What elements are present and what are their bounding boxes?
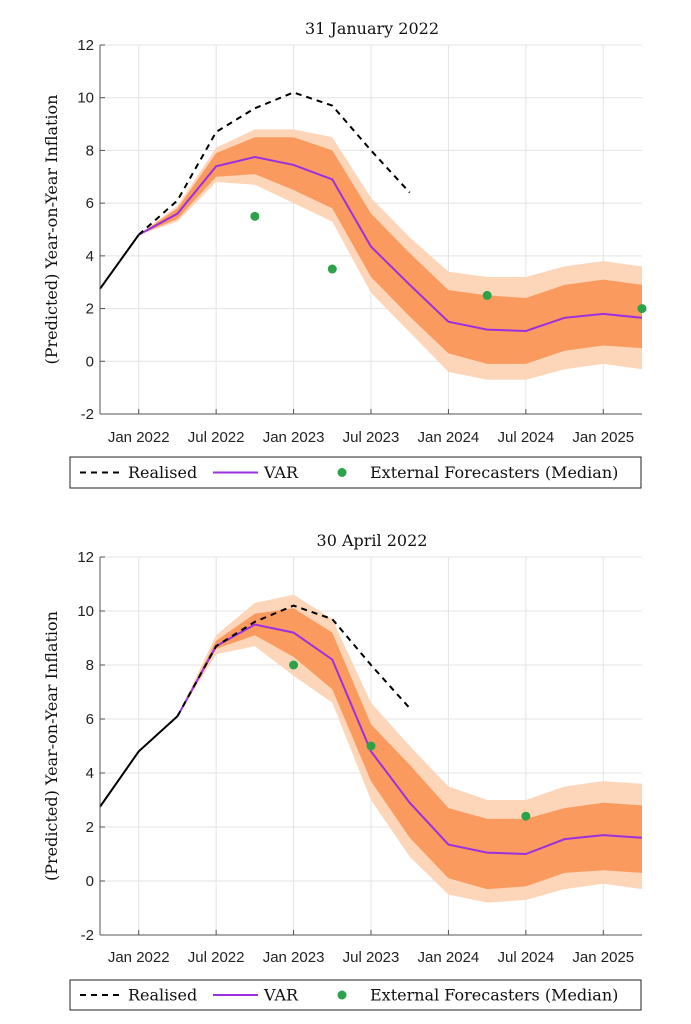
y-tick-label: 0: [86, 353, 94, 370]
y-tick-label: 12: [77, 37, 94, 54]
external-forecast-point: [250, 211, 260, 221]
y-axis-label: (Predicted) Year-on-Year Inflation: [42, 95, 61, 365]
realised-line-solid: [99, 715, 179, 808]
legend-box: [69, 979, 642, 1011]
legend: Realised VAR External Forecasters (Median): [69, 456, 642, 489]
legend-box: [69, 456, 642, 489]
x-tick-label: Jan 2024: [418, 949, 480, 966]
inner-confidence-band: [138, 137, 642, 364]
chart-title: 30 April 2022: [317, 531, 428, 550]
legend-external-label: External Forecasters (Median): [370, 986, 618, 1005]
legend: Realised VAR External Forecasters (Median): [69, 979, 642, 1011]
y-tick-label: 6: [86, 711, 94, 728]
legend-var-label: VAR: [263, 463, 299, 482]
y-tick-label: 2: [86, 301, 94, 318]
external-forecast-point: [289, 660, 299, 670]
realised-line-dashed: [176, 604, 411, 717]
x-tick-label: Jan 2024: [418, 429, 480, 446]
legend-var-label: VAR: [263, 986, 299, 1005]
y-tick-label: 12: [77, 549, 94, 566]
y-tick-label: 10: [77, 603, 94, 620]
x-tick-label: Jul 2022: [188, 949, 245, 966]
x-tick-label: Jan 2023: [263, 949, 325, 966]
y-tick-label: -2: [81, 406, 94, 423]
y-tick-label: -2: [81, 927, 94, 944]
y-tick-label: 2: [86, 819, 94, 836]
chart-title: 31 January 2022: [305, 19, 439, 38]
legend-external-label: External Forecasters (Median): [370, 463, 618, 482]
x-tick-label: Jul 2022: [188, 429, 245, 446]
y-tick-label: 10: [77, 90, 94, 107]
legend-external-swatch: [337, 468, 347, 477]
x-tick-label: Jan 2023: [263, 429, 325, 446]
external-forecast-point: [521, 811, 531, 821]
x-tick-label: Jul 2024: [497, 949, 554, 966]
x-tick-label: Jul 2024: [497, 429, 554, 446]
y-tick-label: 0: [86, 873, 94, 890]
y-tick-label: 8: [86, 142, 94, 159]
legend-external-swatch: [337, 990, 347, 1000]
x-tick-label: Jul 2023: [343, 429, 400, 446]
y-tick-label: 4: [86, 248, 94, 265]
x-tick-label: Jan 2025: [572, 949, 634, 966]
x-tick-label: Jan 2022: [108, 949, 170, 966]
var-line: [176, 623, 643, 856]
external-forecast-point: [482, 290, 492, 300]
legend-realised-label: Realised: [128, 463, 197, 482]
legend-realised-label: Realised: [128, 986, 197, 1005]
external-forecast-point: [327, 264, 337, 274]
inner-confidence-band: [177, 608, 642, 890]
x-tick-label: Jan 2025: [572, 429, 634, 446]
y-tick-label: 8: [86, 657, 94, 674]
external-forecast-point: [637, 304, 647, 314]
y-tick-label: 4: [86, 765, 94, 782]
y-tick-label: 6: [86, 195, 94, 212]
chart-2: -2 0 2 4 6 8 10 12 Jan 2022 Jul 2022 Jan 2023 Jul 2…: [42, 531, 643, 1011]
x-tick-label: Jul 2023: [343, 949, 400, 966]
var-line: [138, 155, 643, 332]
x-tick-label: Jan 2022: [108, 429, 170, 446]
external-forecast-point: [366, 741, 376, 751]
realised-line-solid: [99, 234, 140, 290]
chart-1: -2 0 2 4 6 8 10 12 Jan 2022 Jul 2022 Jan 2023 Jul 2…: [42, 19, 647, 489]
y-axis-label: (Predicted) Year-on-Year Inflation: [42, 611, 61, 881]
